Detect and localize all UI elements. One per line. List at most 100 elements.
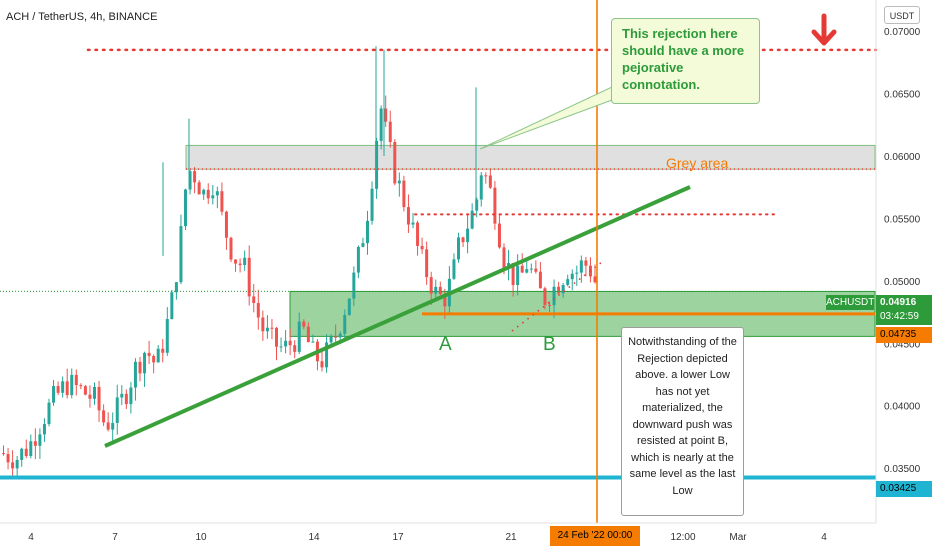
candle [61, 376, 65, 398]
grey-area-label: Grey area [666, 155, 728, 171]
rejection-callout-pointer [479, 86, 613, 150]
candle [416, 220, 420, 256]
candle [484, 172, 488, 184]
candle [42, 418, 46, 442]
candle [388, 110, 392, 148]
y-tick-label: 0.04000 [884, 402, 921, 413]
candle [47, 398, 51, 427]
x-tick-label: 4 [28, 532, 34, 543]
candle [397, 172, 401, 197]
candle [70, 368, 74, 399]
x-tick-label: 10 [195, 532, 207, 543]
y-tick-label: 0.05000 [884, 277, 921, 288]
y-tick-label: 0.05500 [884, 214, 921, 225]
candle [115, 384, 119, 435]
base-price-tag: 0.03425 [876, 481, 932, 497]
candle [420, 237, 424, 254]
candle [561, 282, 565, 298]
y-tick-label: 0.06000 [884, 152, 921, 163]
candle [288, 328, 292, 356]
candle [106, 412, 110, 432]
candle [306, 322, 310, 343]
candle [447, 266, 451, 313]
candle [161, 339, 165, 363]
x-tick-label: 4 [821, 532, 827, 543]
y-tick-label: 0.03500 [884, 464, 921, 475]
candle [457, 232, 460, 263]
candle [293, 340, 297, 359]
candle [497, 215, 501, 249]
candle [88, 385, 92, 408]
candle [279, 337, 283, 353]
chart-title: ACH / TetherUS, 4h, BINANCE [6, 11, 157, 23]
candle [111, 412, 115, 442]
candle [24, 439, 28, 459]
x-tick-label: 14 [308, 532, 320, 543]
candle [147, 340, 151, 365]
candle [538, 262, 542, 289]
symbol-price-label: ACHUSDT [826, 295, 875, 310]
candle [102, 404, 106, 427]
candle [461, 236, 465, 247]
candle [516, 254, 520, 296]
x-tick-label: Mar [729, 532, 747, 543]
candle [315, 339, 319, 371]
candle [97, 380, 101, 422]
candle [425, 241, 429, 285]
candle [165, 307, 169, 356]
bar-countdown: 03:42:59 [880, 311, 919, 322]
candle [93, 382, 96, 405]
candle [224, 210, 228, 250]
candle [79, 383, 83, 390]
candle [20, 447, 24, 467]
current-price-value: 0.04916 [880, 297, 917, 308]
candle [275, 326, 278, 361]
candle [211, 184, 215, 205]
point-a-label: A [439, 334, 452, 355]
candlestick-series [2, 46, 597, 480]
candle [584, 256, 588, 277]
y-tick-label: 0.04500 [884, 339, 921, 350]
candle [452, 253, 456, 280]
candle [434, 279, 438, 301]
candle [366, 210, 369, 255]
candle [475, 197, 479, 218]
candle [265, 315, 269, 339]
candle [156, 345, 160, 363]
candle [215, 186, 219, 209]
candle [579, 255, 583, 283]
x-tick-label: 17 [392, 532, 404, 543]
candle [566, 274, 570, 287]
candle [129, 382, 133, 414]
candle [197, 180, 201, 195]
candle [83, 384, 87, 396]
candle [252, 283, 256, 313]
date-highlight-tag: 24 Feb '22 00:00 [550, 526, 640, 546]
candle [15, 456, 19, 480]
candle [138, 356, 142, 382]
candle [193, 167, 197, 194]
candle [238, 258, 242, 273]
candle [302, 319, 306, 330]
candle [52, 379, 56, 406]
currency-unit-button[interactable]: USDT [884, 6, 920, 24]
candle [2, 445, 5, 456]
candle [284, 330, 288, 354]
candle [256, 289, 260, 330]
candle [29, 434, 33, 459]
candle [229, 236, 233, 263]
candle [347, 298, 351, 316]
time-axis[interactable]: 4 7 10 14 17 21 12:00 Mar 4 [28, 532, 827, 543]
analysis-note-callout: Notwithstanding of the Rejection depicte… [621, 327, 744, 516]
candle [370, 181, 374, 225]
price-axis[interactable]: 0.07000 0.06500 0.06000 0.05500 0.05000 0.045… [884, 27, 921, 475]
grey-area-zone [185, 144, 876, 170]
rising-trendline [104, 185, 691, 448]
candle [133, 358, 137, 401]
y-tick-label: 0.07000 [884, 27, 921, 38]
candle [56, 381, 60, 395]
y-tick-label: 0.06500 [884, 90, 921, 101]
candle [124, 389, 128, 409]
